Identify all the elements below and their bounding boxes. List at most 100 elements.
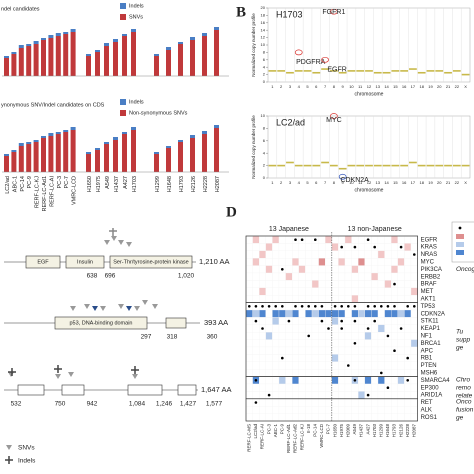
heatmap-cell (325, 346, 332, 355)
column-group-header: 13 non-Japanese (348, 226, 402, 233)
gene-label: ERBB2 (421, 274, 441, 280)
column-label: H1793 (392, 424, 397, 438)
heatmap-cell (397, 287, 405, 296)
x-tick-label: 1 (271, 84, 274, 89)
annotation-label: PDGFRA (296, 59, 326, 66)
heatmap-cell (325, 280, 332, 288)
heatmap-cell (298, 309, 306, 318)
heatmap-cell (259, 272, 266, 281)
plot-name: LC2/ad (276, 117, 305, 127)
heatmap-cell (338, 398, 346, 407)
heatmap-cell (364, 280, 372, 288)
bar-segment (4, 58, 9, 76)
position-label: 1,577 (206, 401, 223, 408)
snv-marker (8, 372, 138, 379)
heatmap-cell (377, 235, 385, 244)
heatmap-cell (338, 265, 346, 274)
heatmap-cell (384, 324, 392, 333)
heatmap-cell (371, 413, 379, 422)
heatmap-cell (331, 346, 339, 355)
bar-segment (48, 38, 54, 76)
heatmap-cell (358, 339, 365, 348)
x-tick-label: 18 (419, 180, 424, 185)
position-label: 297 (141, 334, 152, 341)
heatmap-cell (305, 265, 313, 274)
heatmap-cell (384, 280, 392, 288)
heatmap-cell (410, 369, 418, 377)
heatmap-cell (305, 376, 313, 385)
heatmap-cell (325, 369, 332, 377)
heatmap-cell (351, 383, 359, 392)
bar-segment (86, 54, 91, 56)
heatmap-cell (325, 243, 332, 251)
annotation-label: CDKN2A (340, 177, 369, 184)
mutation-dot (386, 334, 390, 338)
heatmap-cell (384, 309, 392, 318)
group-label: Oncog (456, 266, 474, 273)
heatmap-cell (358, 250, 365, 259)
heatmap-cell (364, 332, 372, 340)
column-label: H1650 (332, 424, 337, 438)
protein-length: 393 AA (204, 318, 228, 327)
heatmap-cell (384, 406, 392, 414)
x-tick-label: 22 (455, 84, 460, 89)
heatmap-cell (325, 309, 332, 318)
heatmap-cell (278, 243, 286, 251)
snv-marker (92, 306, 132, 311)
heatmap-cell (292, 413, 299, 422)
mutation-dot (353, 319, 357, 323)
heatmap-cell (344, 295, 352, 303)
heatmap-cell (318, 258, 326, 266)
heatmap-cell (358, 332, 365, 340)
heatmap-cell (285, 354, 293, 362)
heatmap-cell (259, 391, 266, 399)
bar-segment (166, 146, 171, 148)
heatmap-cell (325, 376, 332, 385)
heatmap-cell (252, 235, 260, 244)
heatmap-cell (377, 361, 385, 370)
heatmap-cell (331, 235, 339, 244)
bar-segment (104, 142, 109, 144)
domain-box (54, 316, 148, 330)
heatmap-cell (305, 272, 313, 281)
heatmap-cell (272, 398, 280, 407)
mutation-dot (281, 268, 284, 271)
heatmap-cell (351, 361, 359, 370)
heatmap-cell (318, 406, 326, 414)
bar-segment (41, 138, 46, 172)
heatmap-cell (265, 295, 273, 303)
heatmap-cell (358, 376, 365, 385)
bar-segment (18, 143, 24, 146)
bar-segment (86, 154, 91, 172)
bar-segment (131, 29, 136, 32)
x-tick-label: 17 (411, 180, 416, 185)
heatmap-cell (404, 383, 412, 392)
heatmap-cell (344, 369, 352, 377)
x-tick-label: H1703 (132, 176, 138, 192)
y-tick-label: 0 (263, 175, 266, 180)
heatmap-cell (278, 324, 286, 333)
bar-segment (48, 133, 54, 136)
heatmap-cell (265, 265, 273, 274)
legend-swatch (458, 226, 462, 230)
heatmap-cell (325, 272, 332, 281)
heatmap-cell (344, 287, 352, 296)
bar-segment (113, 42, 118, 76)
heatmap-cell (245, 406, 253, 414)
heatmap-cell (391, 361, 398, 370)
annotation-label: EGFR (327, 67, 346, 74)
bar-segment (63, 132, 69, 172)
heatmap-cell (311, 406, 319, 414)
bar-segment (154, 154, 159, 172)
heatmap-cell (351, 413, 359, 422)
heatmap-cell (265, 346, 273, 355)
heatmap-cell (397, 302, 405, 311)
heatmap-cell (344, 398, 352, 407)
heatmap-cell (377, 250, 385, 259)
heatmap-cell (285, 376, 293, 385)
heatmap-cell (384, 346, 392, 355)
annotation-marker (321, 56, 329, 63)
legend-label: Indels (129, 3, 144, 9)
x-tick-label: X (464, 180, 467, 185)
heatmap-cell (318, 280, 326, 288)
